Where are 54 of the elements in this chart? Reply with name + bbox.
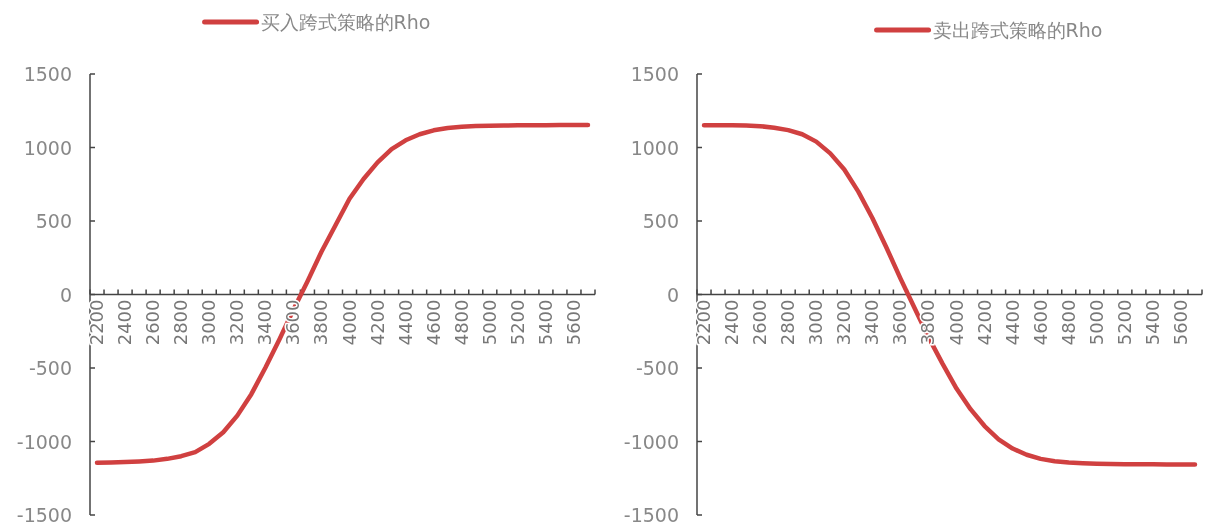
legend: 卖出跨式策略的Rho [874, 19, 1103, 41]
x-tick-label: 3600 [889, 299, 911, 346]
x-tick-label: 2600 [142, 299, 164, 346]
y-tick-label: -1500 [623, 504, 679, 525]
x-tick-label: 4600 [422, 299, 444, 346]
y-tick-label: -1000 [16, 430, 72, 453]
x-tick-label: 2800 [777, 299, 799, 346]
legend-label: 买入跨式策略的Rho [260, 11, 431, 33]
x-tick-label: 5600 [562, 299, 584, 346]
legend-label: 卖出跨式策略的Rho [932, 19, 1103, 41]
y-tick-label: -500 [28, 357, 72, 379]
y-tick-label: 1500 [23, 63, 72, 85]
x-tick-label: 3600 [282, 299, 304, 346]
x-tick-label: 2800 [170, 299, 192, 346]
x-tick-label: 4800 [1057, 299, 1079, 346]
x-tick-label: 5200 [506, 299, 528, 346]
x-tick-label: 4400 [394, 299, 416, 346]
x-tick-label: 5400 [534, 299, 556, 346]
x-tick-label: 3200 [833, 299, 855, 346]
y-tick-label: 0 [59, 283, 72, 306]
x-tick-label: 4200 [973, 299, 995, 346]
x-tick-label: 5000 [478, 299, 500, 346]
y-tick-label: 500 [35, 210, 72, 232]
x-tick-label: 5000 [1085, 299, 1107, 346]
legend: 买入跨式策略的Rho [202, 11, 431, 33]
y-tick-label: 1000 [23, 136, 72, 159]
x-tick-label: 3400 [254, 299, 276, 346]
x-tick-label: 2200 [693, 299, 715, 346]
x-tick-label: 5200 [1113, 299, 1135, 346]
y-tick-label: -1000 [623, 430, 679, 453]
y-tick-label: 0 [666, 283, 679, 306]
x-tick-label: 2600 [749, 299, 771, 346]
x-tick-label: 3400 [861, 299, 883, 346]
x-tick-label: 3000 [805, 299, 827, 346]
y-tick-label: -500 [635, 357, 679, 379]
x-tick-label: 3800 [310, 299, 332, 346]
x-tick-label: 4800 [450, 299, 472, 346]
x-tick-label: 3800 [917, 299, 939, 346]
x-tick-label: 4400 [1001, 299, 1023, 346]
x-tick-label: 5400 [1141, 299, 1163, 346]
x-tick-label: 3200 [226, 299, 248, 346]
x-tick-label: 2400 [114, 299, 136, 346]
x-tick-label: 4000 [338, 299, 360, 346]
x-tick-label: 5600 [1169, 299, 1191, 346]
x-tick-label: 2200 [86, 299, 108, 346]
x-tick-label: 4200 [366, 299, 388, 346]
x-tick-label: 2400 [721, 299, 743, 346]
x-tick-label: 4600 [1029, 299, 1051, 346]
x-tick-label: 4000 [945, 299, 967, 346]
x-tick-label: 3000 [198, 299, 220, 346]
y-tick-label: 1500 [630, 63, 679, 85]
y-tick-label: 500 [642, 210, 679, 232]
y-tick-label: 1000 [630, 136, 679, 159]
y-tick-label: -1500 [16, 504, 72, 525]
